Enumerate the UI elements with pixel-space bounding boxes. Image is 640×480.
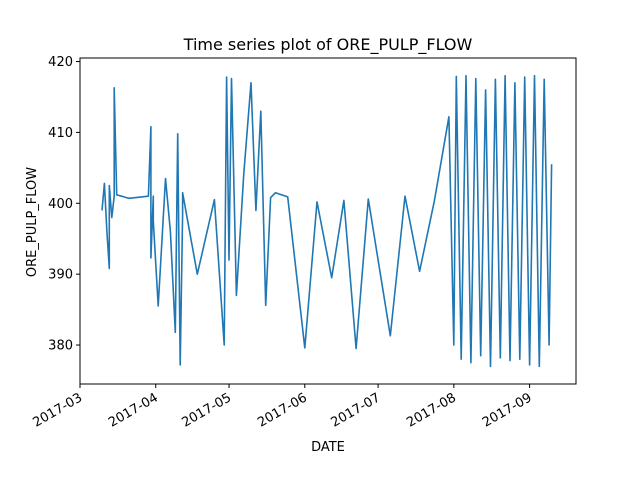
chart-title: Time series plot of ORE_PULP_FLOW: [183, 35, 473, 55]
y-tick-label: 380: [48, 339, 73, 354]
x-axis-label: DATE: [311, 440, 345, 455]
axes-frame: [79, 57, 577, 385]
y-tick-label: 410: [48, 126, 73, 141]
y-axis: 380 390 400 410 420: [48, 55, 80, 354]
y-tick-label: 390: [48, 268, 73, 283]
y-axis-label: ORE_PULP_FLOW: [25, 167, 40, 277]
plot-area: [101, 74, 553, 368]
y-tick-label: 420: [48, 55, 73, 70]
y-tick-label: 400: [48, 197, 73, 212]
series-line: [101, 74, 553, 368]
